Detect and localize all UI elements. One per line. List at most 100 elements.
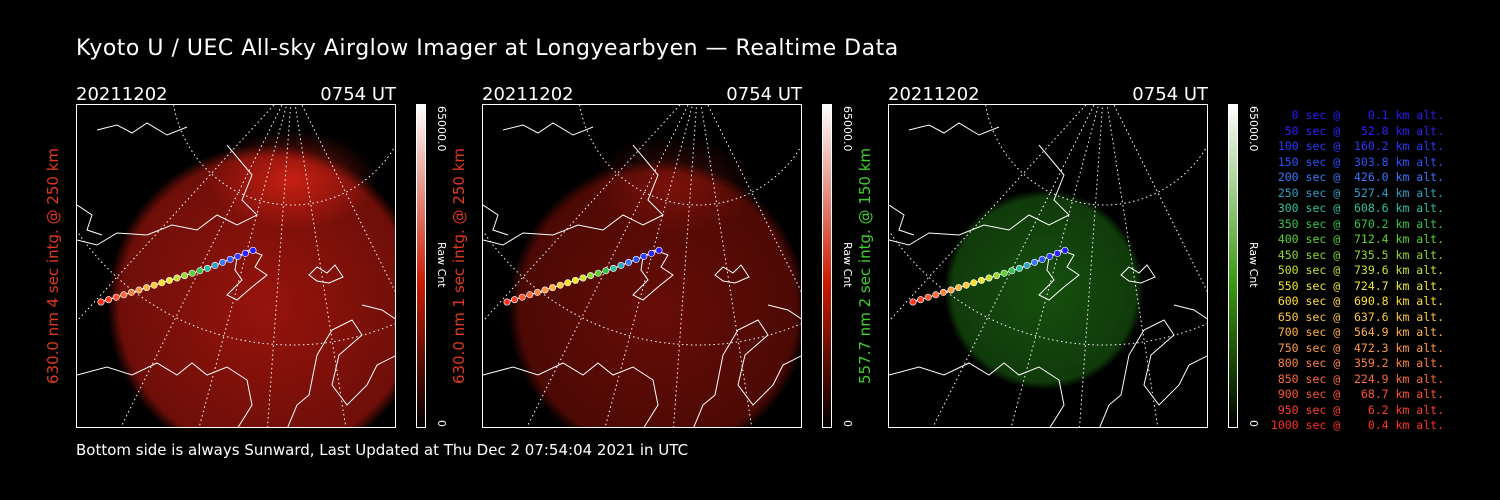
- trajectory-point: [1008, 267, 1016, 275]
- trajectory-point: [977, 276, 985, 284]
- wavelength-label: 557.7 nm 2 sec intg. @ 150 km: [856, 147, 874, 385]
- legend-row: 400 sec @ 712.4 km alt.: [1270, 232, 1444, 246]
- trajectory-point: [1000, 269, 1008, 277]
- trajectory-point: [526, 291, 534, 299]
- trajectory-point: [579, 274, 587, 282]
- coastline: [361, 304, 395, 320]
- legend-row: 350 sec @ 670.2 km alt.: [1270, 216, 1444, 231]
- airglow-image: [508, 160, 801, 427]
- footer-note: Bottom side is always Sunward, Last Upda…: [76, 441, 689, 459]
- trajectory-point: [917, 296, 925, 304]
- trajectory-point: [120, 291, 128, 299]
- legend-row: 750 sec @ 472.3 km alt.: [1270, 340, 1444, 355]
- legend-row: 0 sec @ 0.1 km alt.: [1270, 108, 1444, 122]
- panel-time: 0754 UT: [320, 84, 396, 105]
- legend-row: 50 sec @ 52.0 km alt.: [1270, 123, 1444, 138]
- trajectory-point: [549, 284, 557, 292]
- meridian-line: [294, 105, 347, 427]
- trajectory-point: [143, 284, 151, 292]
- trajectory-point: [1015, 264, 1023, 272]
- trajectory-point: [158, 279, 166, 287]
- coastline: [483, 319, 801, 427]
- trajectory-point: [135, 286, 143, 294]
- trajectory-point: [632, 255, 640, 263]
- legend-row: 150 sec @ 303.8 km alt.: [1270, 154, 1444, 169]
- meridian-line: [301, 105, 395, 293]
- trajectory-point: [587, 272, 595, 280]
- island-outline: [714, 264, 750, 284]
- coastline: [77, 319, 395, 427]
- trajectory-point: [647, 249, 655, 257]
- trajectory-point: [1046, 252, 1054, 260]
- wavelength-label: 630.0 nm 4 sec intg. @ 250 km: [44, 147, 62, 385]
- colorbar: [416, 104, 426, 428]
- legend-row: 850 sec @ 224.9 km alt.: [1270, 371, 1444, 386]
- coastline: [889, 122, 1070, 246]
- legend-row: 700 sec @ 564.9 km alt.: [1270, 325, 1444, 339]
- allsky-map: [76, 104, 396, 428]
- meridian-line: [1106, 105, 1159, 427]
- aurora-highlight: [588, 135, 758, 235]
- trajectory-point: [617, 261, 625, 269]
- trajectory-point: [211, 261, 219, 269]
- legend-row: 450 sec @ 735.5 km alt.: [1270, 247, 1444, 262]
- trajectory-point: [127, 288, 135, 296]
- coastline: [77, 122, 258, 246]
- trajectory-point: [219, 258, 227, 266]
- legend-row: 200 sec @ 426.0 km alt.: [1270, 170, 1444, 184]
- legend-row: 800 sec @ 359.2 km alt.: [1270, 356, 1444, 370]
- trajectory-point: [203, 264, 211, 272]
- trajectory-point: [503, 298, 511, 306]
- trajectory-point: [165, 276, 173, 284]
- aurora-highlight: [207, 130, 377, 230]
- legend-row: 500 sec @ 739.6 km alt.: [1270, 263, 1444, 277]
- meridian-line: [198, 105, 288, 427]
- meridian-line: [700, 105, 753, 427]
- trajectory-point: [932, 291, 940, 299]
- imager-panel-3: 20211202 0754 UT 557.7 nm 2 sec intg. @ …: [856, 84, 1260, 434]
- meridian-line: [889, 105, 1087, 322]
- legend-row: 250 sec @ 527.4 km alt.: [1270, 185, 1444, 200]
- trajectory-point: [625, 258, 633, 266]
- allsky-map: [888, 104, 1208, 428]
- colorbar: [1228, 104, 1238, 428]
- trajectory-point: [105, 296, 113, 304]
- trajectory-point: [1031, 258, 1039, 266]
- trajectory-point: [939, 288, 947, 296]
- trajectory-point: [1061, 246, 1069, 254]
- meridian-line: [77, 105, 275, 322]
- trajectory-point: [226, 255, 234, 263]
- trajectory-point: [511, 296, 519, 304]
- trajectory-point: [609, 264, 617, 272]
- svalbard-outline: [632, 249, 674, 301]
- legend-row: 900 sec @ 68.7 km alt.: [1270, 387, 1444, 401]
- trajectory-point: [1053, 249, 1061, 257]
- trajectory-point: [962, 281, 970, 289]
- latitude-circle: [985, 105, 1207, 206]
- coastline: [77, 204, 103, 236]
- panel-date: 20211202: [482, 84, 574, 105]
- trajectory-point: [541, 286, 549, 294]
- trajectory-point: [556, 281, 564, 289]
- trajectory-point: [571, 276, 579, 284]
- legend-row: 650 sec @ 637.6 km alt.: [1270, 309, 1444, 324]
- trajectory-point: [241, 249, 249, 257]
- trajectory-point: [594, 269, 602, 277]
- legend-row: 300 sec @ 608.6 km alt.: [1270, 201, 1444, 215]
- meridian-line: [1010, 105, 1100, 427]
- trajectory-point: [173, 274, 181, 282]
- meridian-line: [707, 105, 801, 293]
- trajectory-point: [947, 286, 955, 294]
- trajectory-point: [188, 269, 196, 277]
- map-overlay: [483, 105, 801, 427]
- island-outline: [1120, 264, 1156, 284]
- trajectory-point: [655, 246, 663, 254]
- trajectory-point: [150, 281, 158, 289]
- imager-panel-2: 20211202 0754 UT 630.0 nm 1 sec intg. @ …: [450, 84, 854, 434]
- trajectory-point: [924, 293, 932, 301]
- trajectory-point: [564, 279, 572, 287]
- coastline: [767, 304, 801, 320]
- trajectory-point: [234, 252, 242, 260]
- legend-row: 600 sec @ 690.8 km alt.: [1270, 294, 1444, 308]
- meridian-line: [604, 105, 694, 427]
